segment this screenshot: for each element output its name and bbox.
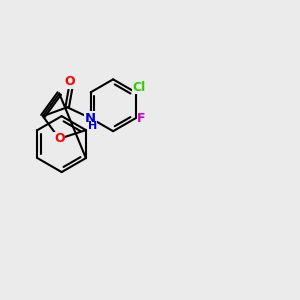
Text: N: N [85,112,96,125]
Text: Cl: Cl [133,80,146,94]
Text: O: O [54,132,64,145]
Text: H: H [88,122,98,131]
Text: O: O [64,76,75,88]
Text: F: F [137,112,146,125]
